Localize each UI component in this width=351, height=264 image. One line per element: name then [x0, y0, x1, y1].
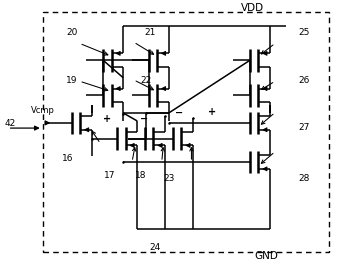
Text: 19: 19: [66, 76, 78, 85]
Text: 18: 18: [135, 171, 147, 180]
Text: 25: 25: [298, 28, 309, 37]
Text: VDD: VDD: [241, 3, 264, 13]
Text: 21: 21: [144, 28, 155, 37]
Text: 24: 24: [149, 243, 160, 252]
Text: 27: 27: [298, 123, 309, 132]
Text: 20: 20: [66, 28, 78, 37]
Text: 42: 42: [4, 119, 15, 128]
Text: 22: 22: [140, 76, 152, 85]
Text: +: +: [208, 107, 216, 117]
Text: −: −: [175, 107, 183, 117]
Text: GND: GND: [254, 251, 278, 261]
Text: 23: 23: [163, 174, 175, 183]
Text: 17: 17: [104, 171, 115, 180]
Text: 26: 26: [298, 76, 309, 85]
Text: +: +: [103, 114, 111, 124]
Text: Vcmp: Vcmp: [31, 106, 55, 115]
Text: 28: 28: [298, 174, 309, 183]
Bar: [43, 12, 329, 252]
Text: −: −: [140, 114, 148, 124]
Text: 16: 16: [62, 154, 73, 163]
